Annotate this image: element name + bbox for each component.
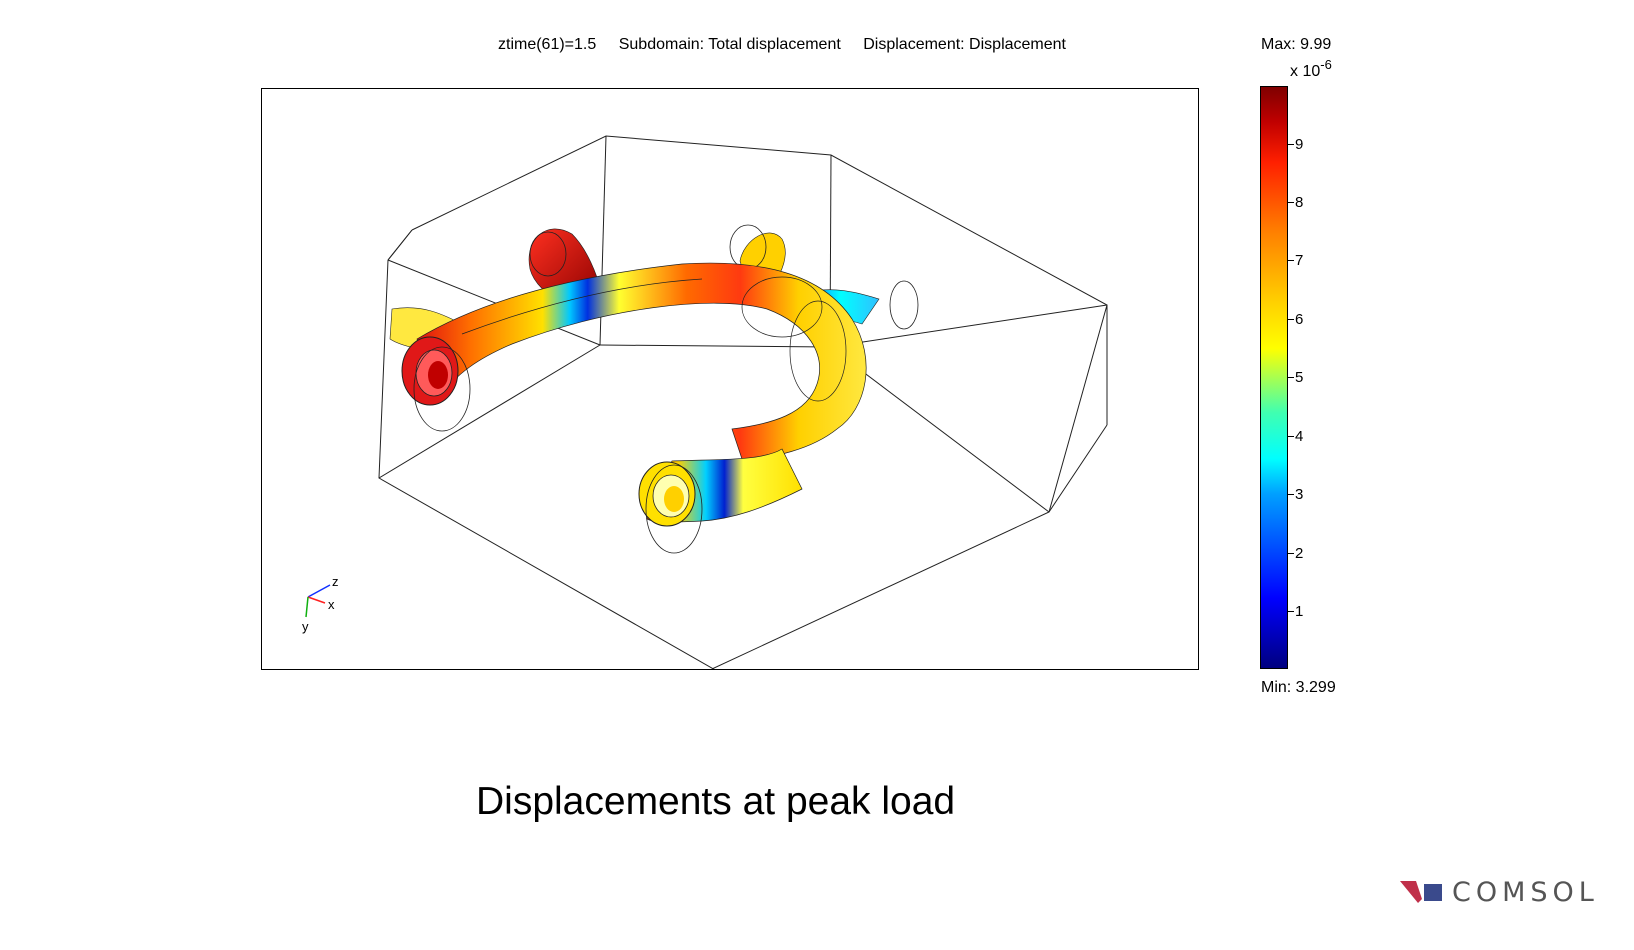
colorbar-legend (1260, 86, 1288, 669)
colorbar-tick-mark (1288, 319, 1294, 320)
axis-y-label: y (302, 619, 309, 634)
pipe-model-render: z x y (302, 135, 1108, 669)
plot-area[interactable]: z x y (261, 88, 1199, 670)
colorbar-tick-mark (1288, 553, 1294, 554)
colorbar-tick-label: 8 (1295, 194, 1304, 211)
displacement-label: Displacement: Displacement (863, 36, 1066, 53)
axis-z-label: z (332, 574, 339, 589)
colorbar-tick-label: 3 (1295, 486, 1304, 503)
plot-header: ztime(61)=1.5 Subdomain: Total displacem… (498, 36, 1084, 54)
colorbar-tick-mark (1288, 436, 1294, 437)
colorbar-tick-mark (1288, 494, 1294, 495)
scale-exponent: -6 (1320, 57, 1332, 72)
comsol-logo-text: COMSOL (1452, 877, 1599, 908)
colorbar-tick-mark (1288, 377, 1294, 378)
axis-x-label: x (328, 597, 335, 612)
subdomain-label: Subdomain: Total displacement (618, 36, 841, 53)
axis-triad: z x y (302, 574, 339, 634)
colorbar-tick-mark (1288, 260, 1294, 261)
colorbar-scale-factor: x 10-6 (1290, 57, 1332, 81)
colorbar-max-label: Max: 9.99 (1261, 36, 1332, 53)
comsol-logo-mark (1400, 881, 1442, 903)
colorbar-tick-label: 6 (1295, 311, 1304, 328)
time-label: ztime(61)=1.5 (498, 36, 597, 53)
colorbar-tick-label: 2 (1295, 545, 1304, 562)
colorbar-tick-mark (1288, 144, 1294, 145)
colorbar-tick-label: 7 (1295, 252, 1304, 269)
comsol-logo: COMSOL (1400, 877, 1600, 909)
colorbar-tick-mark (1288, 202, 1294, 203)
scale-prefix: x 10 (1290, 63, 1321, 80)
colorbar-tick-mark (1288, 611, 1294, 612)
colorbar-tick-label: 5 (1295, 369, 1304, 386)
colorbar-tick-label: 4 (1295, 428, 1304, 445)
colorbar-min-label: Min: 3.299 (1261, 679, 1336, 696)
colorbar-tick-label: 1 (1295, 603, 1304, 620)
slide-caption: Displacements at peak load (476, 780, 956, 823)
colorbar-tick-label: 9 (1295, 136, 1304, 153)
